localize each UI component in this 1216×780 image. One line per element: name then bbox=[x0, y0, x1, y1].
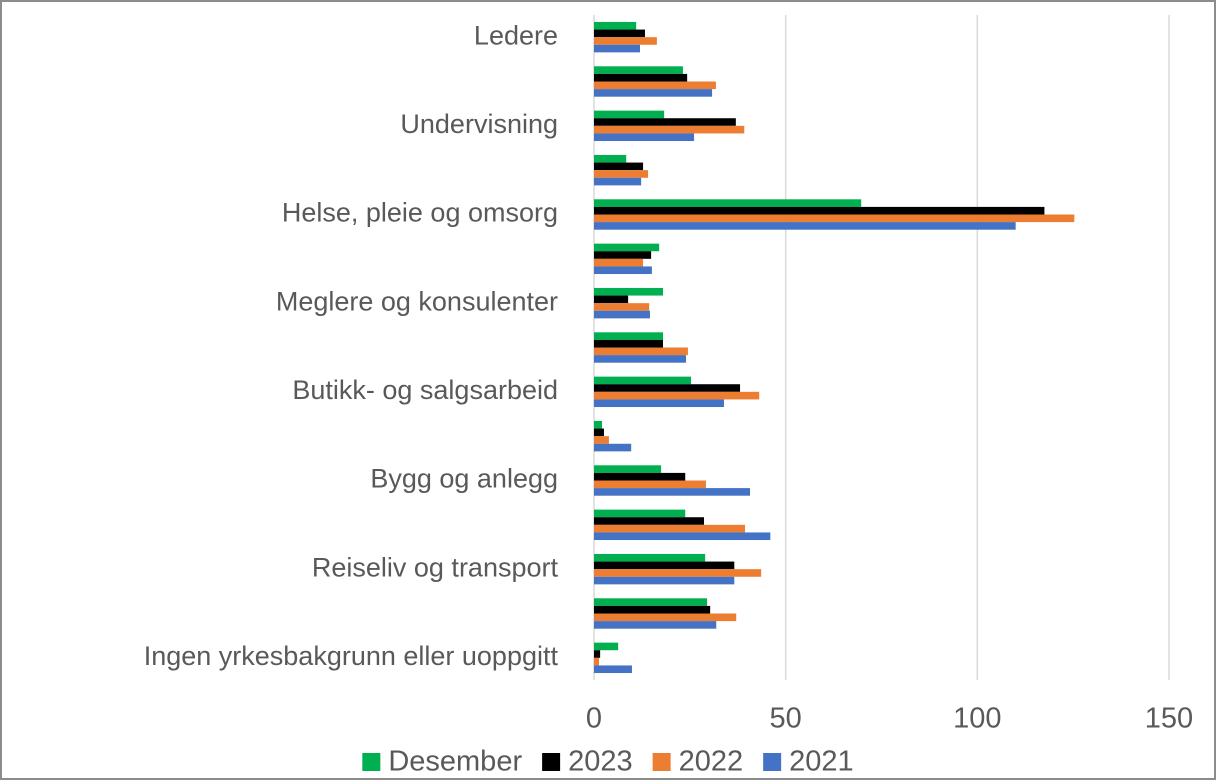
y-tick-label: Reiseliv og transport bbox=[312, 552, 559, 582]
bar bbox=[594, 532, 771, 541]
bar bbox=[594, 170, 649, 178]
legend-label: 2022 bbox=[679, 746, 744, 778]
bar bbox=[594, 29, 645, 38]
legend-swatch bbox=[652, 753, 671, 771]
x-tick-label: 100 bbox=[953, 703, 1001, 735]
bar bbox=[594, 21, 637, 30]
bar bbox=[594, 524, 746, 533]
y-tick-label: Meglere og konsulenter bbox=[276, 286, 558, 316]
bar bbox=[594, 399, 724, 408]
y-tick-label: Butikk- og salgsarbeid bbox=[292, 375, 558, 405]
bar bbox=[594, 642, 619, 651]
x-tick-label: 0 bbox=[586, 703, 602, 735]
bar bbox=[594, 199, 862, 207]
bar bbox=[594, 303, 650, 311]
bar bbox=[594, 465, 662, 473]
bar bbox=[594, 480, 706, 489]
bar bbox=[594, 472, 686, 481]
bar bbox=[594, 154, 627, 163]
bar bbox=[594, 118, 736, 126]
legend-swatch bbox=[362, 753, 381, 771]
bar bbox=[594, 657, 599, 666]
bar bbox=[594, 222, 1016, 230]
y-tick-label: Undervisning bbox=[400, 109, 558, 139]
bar bbox=[594, 110, 665, 119]
bar bbox=[594, 214, 1075, 223]
bar bbox=[594, 443, 632, 452]
bar bbox=[594, 177, 642, 186]
bar bbox=[594, 509, 686, 518]
y-tick-label: Ledere bbox=[474, 20, 558, 50]
bar bbox=[594, 66, 683, 74]
bar bbox=[594, 266, 652, 275]
legend-swatch bbox=[542, 753, 561, 771]
bar bbox=[594, 295, 629, 304]
bar bbox=[594, 384, 741, 392]
bar bbox=[594, 206, 1045, 215]
bar bbox=[594, 258, 644, 267]
bar bbox=[594, 436, 609, 444]
bar bbox=[594, 347, 688, 356]
bar bbox=[594, 391, 760, 400]
bar bbox=[594, 44, 640, 53]
bar bbox=[594, 605, 711, 614]
bar bbox=[594, 621, 717, 629]
bar bbox=[594, 517, 705, 525]
bar bbox=[594, 162, 644, 171]
bar bbox=[594, 73, 688, 82]
bar bbox=[594, 243, 660, 252]
bar bbox=[594, 355, 686, 363]
bar bbox=[594, 332, 663, 340]
x-tick-label: 150 bbox=[1145, 703, 1193, 735]
bar bbox=[594, 561, 735, 570]
bar bbox=[594, 488, 751, 496]
bar bbox=[594, 310, 650, 319]
bar bbox=[594, 287, 663, 296]
legend-label: 2021 bbox=[789, 746, 854, 778]
legend-label: 2023 bbox=[568, 746, 633, 778]
bar bbox=[594, 665, 632, 674]
bar bbox=[594, 133, 695, 142]
bar bbox=[594, 376, 691, 385]
bar bbox=[594, 576, 735, 585]
bar bbox=[594, 428, 604, 437]
bar bbox=[594, 553, 706, 562]
y-tick-label: Ingen yrkesbakgrunn eller uoppgitt bbox=[144, 641, 559, 671]
bar bbox=[594, 650, 601, 658]
bar bbox=[594, 251, 652, 259]
bar bbox=[594, 125, 745, 134]
legend-label: Desember bbox=[388, 746, 522, 778]
legend-swatch bbox=[763, 753, 782, 771]
y-tick-label: Bygg og anlegg bbox=[370, 464, 558, 494]
bar bbox=[594, 89, 713, 97]
bar bbox=[594, 37, 657, 45]
bar bbox=[594, 339, 663, 348]
bar bbox=[594, 613, 737, 622]
x-tick-label: 50 bbox=[770, 703, 802, 735]
y-tick-label: Helse, pleie og omsorg bbox=[282, 198, 558, 228]
bar bbox=[594, 420, 603, 429]
bar bbox=[594, 598, 708, 606]
bar bbox=[594, 569, 762, 577]
bar bbox=[594, 81, 716, 90]
